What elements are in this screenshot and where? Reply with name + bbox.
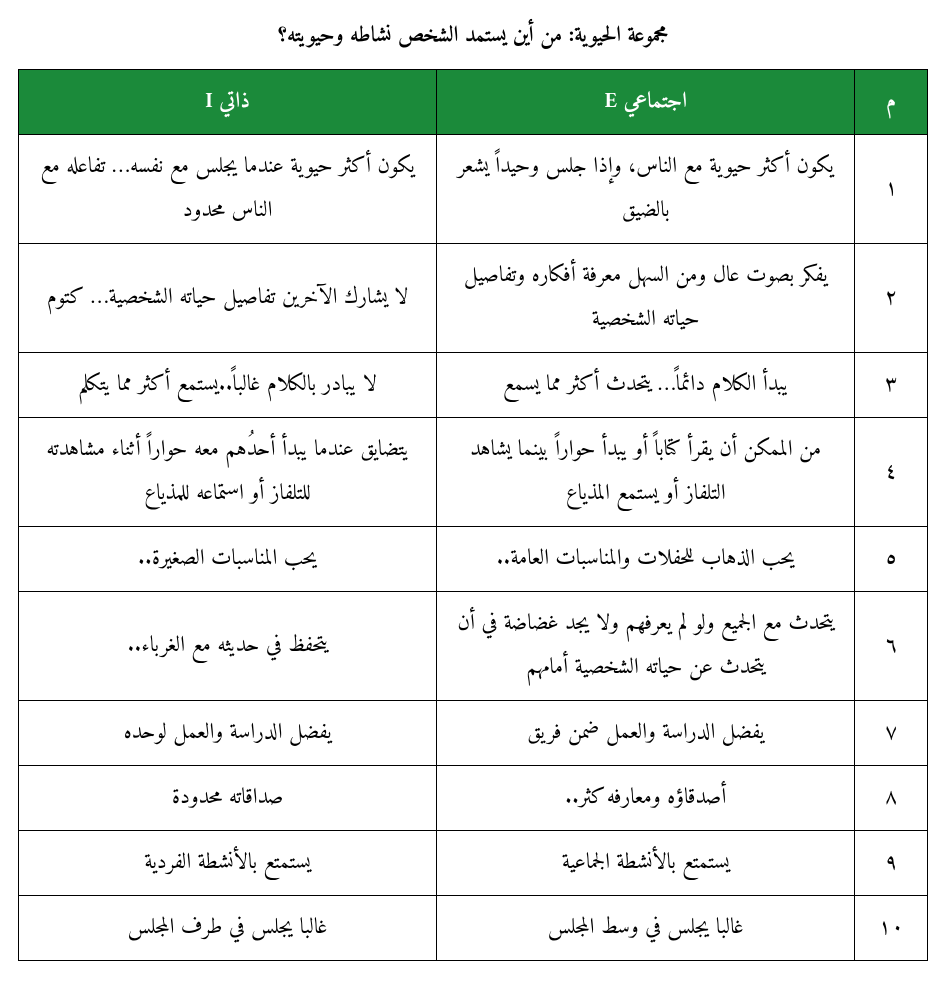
table-header-row: م اجتماعي E ذاتي I (19, 70, 928, 135)
row-number: ١٠ (855, 896, 928, 961)
extravert-cell: يستمتع بالأنشطة الجماعية (437, 831, 855, 896)
extravert-cell: يتحدث مع الجميع ولو لم يعرفهم ولا يجد غض… (437, 592, 855, 701)
extravert-cell: من الممكن أن يقرأ كتاباً أو يبدأ حواراً … (437, 418, 855, 527)
row-number: ٦ (855, 592, 928, 701)
row-number: ٥ (855, 527, 928, 592)
table-row: ٦ يتحدث مع الجميع ولو لم يعرفهم ولا يجد … (19, 592, 928, 701)
extravert-cell: يبدأ الكلام دائماً… يتحدث أكثر مما يسمع (437, 353, 855, 418)
page: مجموعة الحيوية: من أين يستمد الشخص نشاطه… (0, 0, 946, 991)
extravert-cell: يكون أكثر حيوية مع الناس، وإذا جلس وحيدا… (437, 135, 855, 244)
table-row: ٢ يفكر بصوت عال ومن السهل معرفة أفكاره و… (19, 244, 928, 353)
table-row: ١٠ غالبا يجلس في وسط المجلس غالبا يجلس ف… (19, 896, 928, 961)
header-extravert: اجتماعي E (437, 70, 855, 135)
table-row: ١ يكون أكثر حيوية مع الناس، وإذا جلس وحي… (19, 135, 928, 244)
introvert-cell: صداقاته محدودة (19, 766, 437, 831)
row-number: ٤ (855, 418, 928, 527)
row-number: ٣ (855, 353, 928, 418)
introvert-cell: يتحفظ في حديثه مع الغرباء.. (19, 592, 437, 701)
header-num: م (855, 70, 928, 135)
table-body: ١ يكون أكثر حيوية مع الناس، وإذا جلس وحي… (19, 135, 928, 961)
table-row: ٣ يبدأ الكلام دائماً… يتحدث أكثر مما يسم… (19, 353, 928, 418)
introvert-cell: يكون أكثر حيوية عندما يجلس مع نفسه… تفاع… (19, 135, 437, 244)
extravert-cell: غالبا يجلس في وسط المجلس (437, 896, 855, 961)
introvert-cell: لا يبادر بالكلام غالباً..يستمع أكثر مما … (19, 353, 437, 418)
extravert-cell: يفضل الدراسة والعمل ضمن فريق (437, 701, 855, 766)
introvert-cell: لا يشارك الآخرين تفاصيل حياته الشخصية… ك… (19, 244, 437, 353)
row-number: ٨ (855, 766, 928, 831)
introvert-cell: يتضايق عندما يبدأ أحدُهم معه حواراً أثنا… (19, 418, 437, 527)
personality-table: م اجتماعي E ذاتي I ١ يكون أكثر حيوية مع … (18, 69, 928, 961)
introvert-cell: يفضل الدراسة والعمل لوحده (19, 701, 437, 766)
table-row: ٧ يفضل الدراسة والعمل ضمن فريق يفضل الدر… (19, 701, 928, 766)
extravert-cell: أصدقاؤه ومعارفه كثر.. (437, 766, 855, 831)
table-row: ٤ من الممكن أن يقرأ كتاباً أو يبدأ حوارا… (19, 418, 928, 527)
row-number: ١ (855, 135, 928, 244)
extravert-cell: يحب الذهاب للحفلات والمناسبات العامة.. (437, 527, 855, 592)
extravert-cell: يفكر بصوت عال ومن السهل معرفة أفكاره وتف… (437, 244, 855, 353)
table-row: ٥ يحب الذهاب للحفلات والمناسبات العامة..… (19, 527, 928, 592)
row-number: ٩ (855, 831, 928, 896)
page-title: مجموعة الحيوية: من أين يستمد الشخص نشاطه… (18, 16, 928, 55)
introvert-cell: يحب المناسبات الصغيرة.. (19, 527, 437, 592)
table-row: ٩ يستمتع بالأنشطة الجماعية يستمتع بالأنش… (19, 831, 928, 896)
introvert-cell: غالبا يجلس في طرف المجلس (19, 896, 437, 961)
row-number: ٢ (855, 244, 928, 353)
introvert-cell: يستمتع بالأنشطة الفردية (19, 831, 437, 896)
row-number: ٧ (855, 701, 928, 766)
table-row: ٨ أصدقاؤه ومعارفه كثر.. صداقاته محدودة (19, 766, 928, 831)
header-introvert: ذاتي I (19, 70, 437, 135)
